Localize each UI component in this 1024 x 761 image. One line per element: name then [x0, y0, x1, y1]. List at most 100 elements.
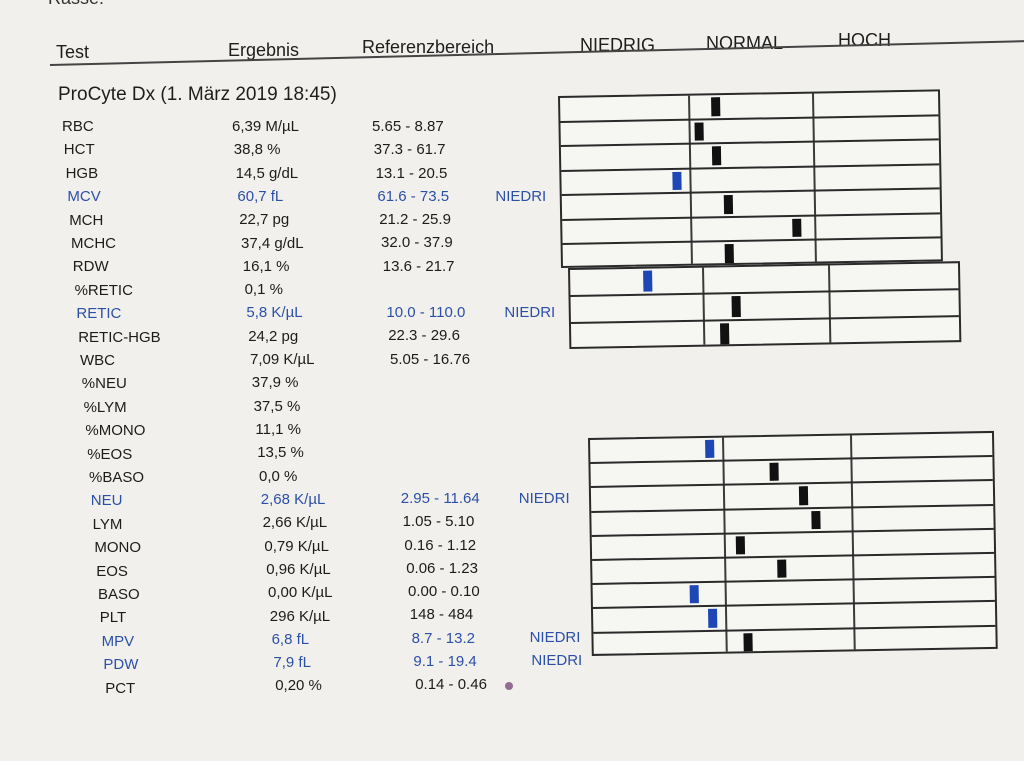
gauge-marker-neu: [704, 439, 715, 459]
test-result: 0,1 %: [244, 281, 283, 299]
gauge-marker-rbc: [710, 97, 720, 116]
reference-range: 148 - 484: [409, 606, 474, 624]
gauge-marker-hgb: [711, 146, 721, 165]
gauge-marker-mpv: [689, 585, 699, 604]
test-result: 16,1 %: [242, 257, 290, 275]
test-name: WBC: [80, 352, 115, 369]
test-name: RDW: [72, 258, 109, 276]
gauge-row-divider: [560, 138, 939, 147]
reference-range: 0.00 - 0.10: [408, 583, 480, 600]
gauge-marker-mcv: [672, 171, 682, 191]
test-result: 296 K/µL: [269, 607, 331, 625]
ink-stain: [505, 682, 513, 690]
test-result: 0,00 K/µL: [268, 584, 333, 602]
reference-range: 0.06 - 1.23: [406, 559, 478, 577]
reference-range: 5.05 - 16.76: [390, 350, 471, 368]
header-test: Test: [56, 42, 90, 62]
gauge-block-rbc: [558, 89, 943, 268]
gauge-row-divider: [590, 455, 993, 465]
test-name: %RETIC: [74, 281, 133, 299]
flag-low-label: NIEDRI: [504, 303, 556, 321]
gauge-marker-wbc: [720, 323, 730, 345]
gauge-marker-pct: [742, 632, 753, 652]
header-low: NIEDRIG: [580, 35, 656, 55]
test-result: 24,2 pg: [248, 327, 299, 345]
gauge-row-divider: [591, 503, 994, 513]
test-name: RBC: [62, 118, 94, 135]
reference-range: 10.0 - 110.0: [386, 304, 466, 321]
test-result: 14,5 g/dL: [235, 164, 299, 182]
gauge-marker-mono: [798, 486, 809, 505]
gauge-row-divider: [593, 624, 996, 634]
test-name: %LYM: [83, 398, 127, 416]
gauge-block-wbc: [588, 430, 998, 656]
header-divider: [49, 40, 1024, 66]
reference-range: 9.1 - 19.4: [413, 652, 477, 670]
test-name: RETIC-HGB: [78, 328, 161, 346]
test-name: %NEU: [81, 375, 127, 393]
test-name: RETIC: [76, 305, 122, 323]
header-high: HOCH: [838, 30, 891, 50]
flag-low-label: NIEDRI: [529, 628, 581, 646]
gauge-marker-eos: [811, 510, 821, 529]
reference-range: 22.3 - 29.6: [388, 327, 460, 345]
test-result: 11,1 %: [255, 421, 301, 439]
test-result: 2,68 K/µL: [260, 490, 326, 508]
test-name: %MONO: [85, 422, 146, 440]
test-name: PDW: [103, 656, 139, 674]
zone-divider: [722, 437, 728, 652]
gauge-row-divider: [570, 288, 959, 297]
gauge-row-divider: [561, 162, 940, 172]
test-result: 6,8 fL: [271, 630, 310, 648]
gauge-marker-rdw: [724, 243, 734, 263]
test-result: 0,96 K/µL: [266, 560, 331, 578]
test-result: 37,9 %: [251, 374, 299, 392]
gauge-row-divider: [562, 211, 941, 221]
zone-divider: [688, 95, 693, 264]
test-result: 13,5 %: [257, 444, 304, 462]
test-result: 60,7 fL: [237, 187, 284, 205]
header-reference: Referenzbereich: [362, 37, 495, 57]
gauge-marker-mchc: [791, 218, 802, 237]
test-name: BASO: [98, 586, 140, 603]
gauge-marker-hct: [694, 121, 704, 141]
test-name: MCV: [67, 188, 101, 206]
flag-low-label: NIEDRI: [495, 187, 547, 205]
test-result: 37,4 g/dL: [241, 234, 304, 252]
test-result: 38,8 %: [233, 141, 281, 159]
test-result: 7,09 K/µL: [250, 351, 315, 369]
reference-range: 37.3 - 61.7: [373, 141, 446, 159]
test-name: NEU: [90, 492, 123, 510]
test-name: HCT: [63, 141, 95, 159]
reference-range: 1.05 - 5.10: [402, 513, 475, 531]
section-title: ProCyte Dx (1. März 2019 18:45): [58, 84, 337, 105]
gauge-block-retic: [568, 261, 962, 349]
zone-divider: [849, 435, 856, 650]
gauge-marker-retic: [642, 270, 653, 292]
gauge-row-divider: [592, 600, 995, 610]
test-name: %EOS: [87, 445, 133, 463]
test-result: 2,66 K/µL: [262, 514, 328, 532]
gauge-row-divider: [561, 187, 940, 196]
zone-divider: [702, 267, 706, 345]
test-name: HGB: [65, 164, 99, 182]
gauge-row-divider: [562, 236, 941, 245]
gauge-row-divider: [591, 527, 994, 537]
reference-range: 61.6 - 73.5: [377, 187, 450, 205]
test-result: 5,8 K/µL: [246, 304, 303, 322]
test-result: 0,0 %: [259, 467, 298, 485]
gauge-marker-pdw: [707, 609, 718, 628]
test-result: 0,79 K/µL: [264, 537, 329, 555]
test-name: MCH: [69, 211, 104, 229]
gauge-row-divider: [590, 479, 993, 489]
test-name: MONO: [94, 539, 142, 557]
reference-range: 13.1 - 20.5: [375, 164, 448, 182]
reference-range: 13.6 - 21.7: [382, 257, 455, 275]
flag-low-label: NIEDRI: [531, 652, 583, 670]
test-result: 7,9 fL: [273, 654, 311, 672]
test-result: 37,5 %: [253, 397, 301, 415]
zone-divider: [811, 93, 817, 262]
gauge-marker-baso: [735, 536, 745, 555]
test-name: MCHC: [71, 235, 116, 252]
test-result: 6,39 M/µL: [232, 118, 300, 135]
